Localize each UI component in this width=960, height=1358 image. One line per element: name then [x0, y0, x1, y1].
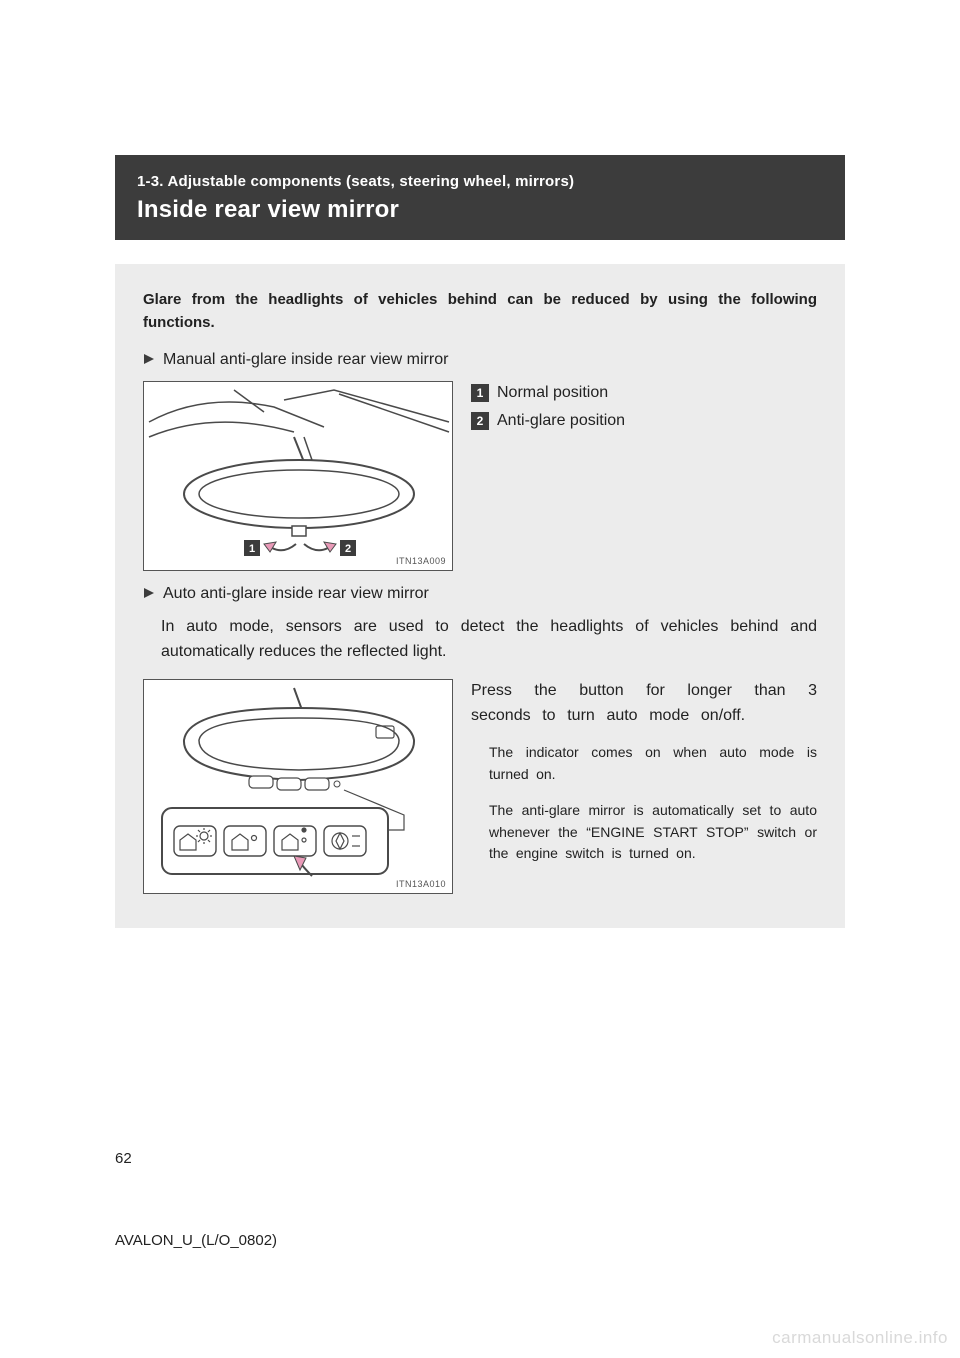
manual-figure-row: 1 2 ITN13A009 1 Normal position 2 Anti-g… [143, 381, 817, 571]
auto-figure: ITN13A010 [143, 679, 453, 894]
manual-step-1: 1 Normal position [471, 381, 817, 405]
auto-note-1: The indicator comes on when auto mode is… [489, 742, 817, 785]
manual-mirror-illustration: 1 2 [144, 382, 454, 572]
section-header: 1-3. Adjustable components (seats, steer… [115, 155, 845, 240]
manual-figure-code: ITN13A009 [396, 556, 446, 566]
auto-right-column: Press the button for longer than 3 secon… [471, 679, 817, 879]
triangle-bullet-icon [143, 587, 155, 599]
auto-figure-code: ITN13A010 [396, 879, 446, 889]
auto-lead: Press the button for longer than 3 secon… [471, 679, 817, 729]
auto-description: In auto mode, sensors are used to detect… [161, 615, 817, 665]
page-content: 1-3. Adjustable components (seats, steer… [115, 155, 845, 928]
doc-id: AVALON_U_(L/O_0802) [115, 1232, 277, 1249]
manual-steps: 1 Normal position 2 Anti-glare position [471, 381, 817, 437]
auto-figure-row: ITN13A010 Press the button for longer th… [143, 679, 817, 894]
page-number: 62 [115, 1150, 132, 1167]
section-label: 1-3. Adjustable components (seats, steer… [137, 173, 823, 190]
auto-note-2: The anti-glare mirror is automatically s… [489, 800, 817, 865]
manual-step-1-label: Normal position [497, 381, 608, 405]
content-box: Glare from the headlights of vehicles be… [115, 264, 845, 928]
badge-1-icon: 1 [471, 384, 489, 402]
svg-text:1: 1 [249, 543, 255, 555]
auto-heading: Auto anti-glare inside rear view mirror [163, 583, 429, 605]
intro-text: Glare from the headlights of vehicles be… [143, 288, 817, 335]
manual-step-2-label: Anti-glare position [497, 409, 625, 433]
svg-text:2: 2 [345, 543, 351, 555]
section-title: Inside rear view mirror [137, 196, 823, 224]
manual-heading: Manual anti-glare inside rear view mirro… [163, 349, 448, 371]
watermark: carmanualsonline.info [772, 1328, 948, 1348]
manual-heading-row: Manual anti-glare inside rear view mirro… [143, 349, 817, 371]
auto-heading-row: Auto anti-glare inside rear view mirror [143, 583, 817, 605]
auto-mirror-illustration [144, 680, 454, 895]
triangle-bullet-icon [143, 353, 155, 365]
manual-step-2: 2 Anti-glare position [471, 409, 817, 433]
badge-2-icon: 2 [471, 412, 489, 430]
manual-figure: 1 2 ITN13A009 [143, 381, 453, 571]
